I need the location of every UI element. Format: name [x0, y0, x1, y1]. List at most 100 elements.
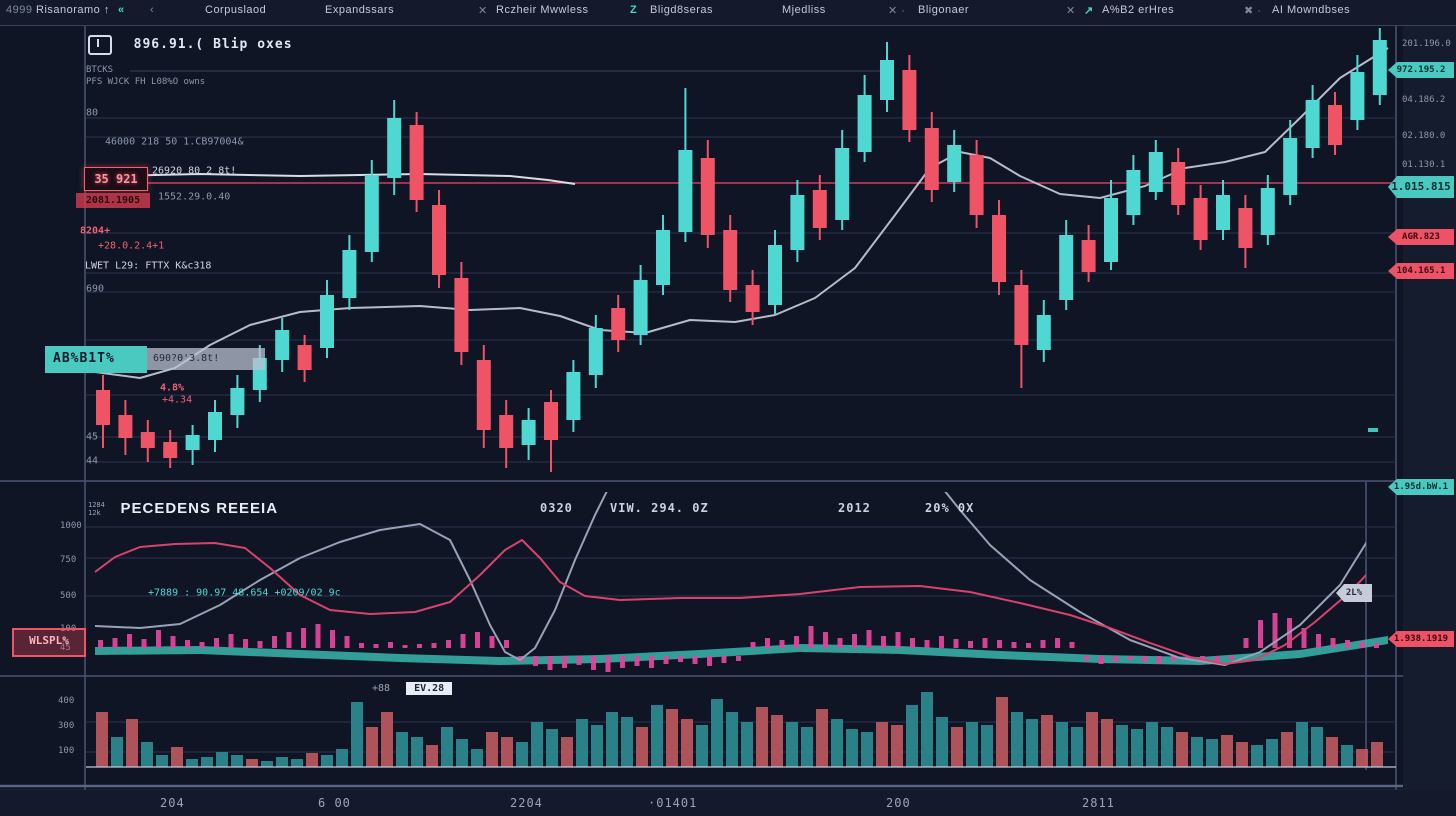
price-tag-red: 1.938.1919 [1388, 631, 1454, 647]
candle-body[interactable] [1260, 188, 1275, 235]
volume-bar [561, 737, 573, 767]
close-icon[interactable]: ✖ · [1244, 5, 1262, 17]
trend-arrow-icon[interactable]: ↗ [1084, 5, 1094, 17]
menu-expandssars[interactable]: Expandssars [325, 4, 395, 16]
candle-body[interactable] [1238, 208, 1253, 248]
histogram-bar [1301, 628, 1307, 648]
candle-body[interactable] [1216, 195, 1230, 230]
candle-body[interactable] [230, 388, 245, 415]
candle-body[interactable] [969, 155, 984, 215]
volume-bar [96, 712, 108, 767]
histogram-bar [1374, 643, 1379, 648]
candle-body[interactable] [1036, 315, 1051, 350]
menu-risanoramo[interactable]: Risanoramo ↑ [36, 4, 110, 16]
histogram-bar [127, 634, 132, 648]
histogram-bar [98, 640, 103, 648]
menu-rczheir-mwwless[interactable]: Rczheir Mwwless [496, 4, 589, 16]
candle-body[interactable] [745, 285, 760, 312]
menu-corpuslaod[interactable]: Corpuslaod [205, 4, 267, 16]
histogram-bar [214, 638, 219, 648]
candle-body[interactable] [1014, 285, 1029, 345]
menu-ab2-erhres[interactable]: A%B2 erHres [1102, 4, 1175, 16]
menu-ai-mowndbses[interactable]: AI Mowndbses [1272, 4, 1351, 16]
candle-body[interactable] [768, 245, 782, 305]
signal-band [95, 636, 1388, 665]
candle-body[interactable] [409, 125, 424, 200]
candle-body[interactable] [857, 95, 872, 152]
histogram-bar [112, 638, 118, 648]
candle-body[interactable] [1193, 198, 1208, 240]
candle-body[interactable] [297, 345, 312, 370]
candle-body[interactable] [208, 412, 222, 440]
indicator-stat-label: VIW. 294. 0Z [610, 501, 709, 515]
histogram-bar [1272, 613, 1278, 648]
candle-body[interactable] [678, 150, 693, 232]
candle-body[interactable] [992, 215, 1006, 282]
lightning-icon[interactable]: Z [630, 4, 638, 16]
candle-body[interactable] [1305, 100, 1320, 148]
menu-bligd8seras[interactable]: Bligd8seras [650, 4, 713, 16]
ev-pill[interactable]: EV.28 [406, 682, 453, 695]
candle-body[interactable] [902, 70, 917, 130]
candle-body[interactable] [566, 372, 581, 420]
candle-body[interactable] [387, 118, 402, 178]
histogram-bar [1243, 638, 1249, 648]
price-tag-red: AGR.823 [1388, 229, 1454, 245]
binoculars-icon[interactable] [88, 34, 112, 55]
candle-body[interactable] [1328, 105, 1342, 145]
candle-body[interactable] [1104, 198, 1118, 262]
candle-body[interactable] [633, 280, 648, 335]
time-axis-tick: 204 [160, 796, 185, 810]
candle-body[interactable] [521, 420, 536, 445]
candle-body[interactable] [454, 278, 469, 352]
volume-bar [651, 705, 663, 767]
close-icon[interactable]: ✕ [1066, 5, 1076, 17]
candle-body[interactable] [656, 230, 670, 285]
candle-body[interactable] [1148, 152, 1163, 192]
candle-body[interactable] [700, 158, 715, 235]
candle-body[interactable] [342, 250, 357, 298]
candle-body[interactable] [320, 295, 334, 348]
candle-body[interactable] [364, 175, 379, 252]
candle-body[interactable] [924, 128, 939, 190]
candle-body[interactable] [1283, 138, 1298, 195]
candle-body[interactable] [163, 442, 178, 458]
candle-body[interactable] [588, 328, 603, 375]
candle-body[interactable] [499, 415, 514, 448]
candle-body[interactable] [790, 195, 805, 250]
candle-body[interactable] [611, 308, 626, 340]
candle-body[interactable] [185, 435, 200, 450]
candle-body[interactable] [275, 330, 290, 360]
chevron-left-icon[interactable]: ‹ [150, 4, 155, 16]
candle-body[interactable] [835, 148, 850, 220]
volume-bar [981, 725, 993, 767]
menu-mjedliss[interactable]: Mjedliss [782, 4, 826, 16]
menu-bligonaer[interactable]: Bligonaer [918, 4, 969, 16]
candle-body[interactable] [96, 390, 110, 425]
volume-bar [396, 732, 408, 767]
histogram-bar [257, 641, 263, 648]
volume-bar [846, 729, 858, 767]
candle-body[interactable] [1372, 40, 1387, 95]
candle-body[interactable] [812, 190, 827, 228]
volume-bar [1101, 719, 1113, 767]
histogram-bar [1330, 638, 1336, 648]
candle-body[interactable] [1350, 72, 1365, 120]
candle-body[interactable] [880, 60, 894, 100]
close-icon[interactable]: ✕ [478, 5, 488, 17]
candle-body[interactable] [140, 432, 155, 448]
back-icon[interactable]: « [118, 4, 125, 16]
histogram-bar [1229, 656, 1234, 660]
candle-body[interactable] [1081, 240, 1096, 272]
candle-body[interactable] [544, 402, 558, 440]
candle-body[interactable] [1126, 170, 1141, 215]
volume-bar [951, 727, 963, 767]
candle-body[interactable] [118, 415, 133, 438]
candle-body[interactable] [432, 205, 446, 275]
candle-body[interactable] [947, 145, 962, 182]
candle-body[interactable] [476, 360, 491, 430]
candle-body[interactable] [1059, 235, 1074, 300]
candle-body[interactable] [723, 230, 738, 290]
close-icon[interactable]: ✕ · [888, 5, 906, 17]
candle-body[interactable] [1171, 162, 1186, 205]
